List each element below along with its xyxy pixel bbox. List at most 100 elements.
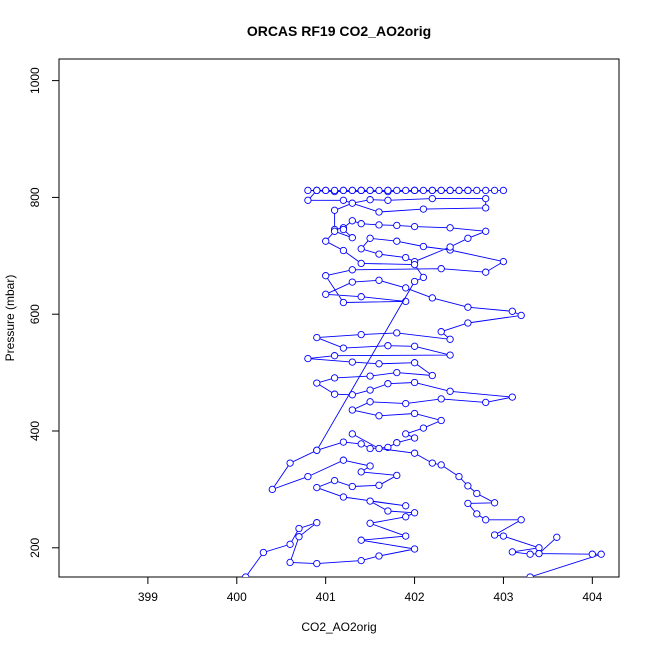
data-point [313, 186, 321, 195]
data-point [402, 284, 410, 292]
data-point [366, 196, 374, 204]
data-point [357, 468, 365, 476]
x-axis: 399 400 401 402 403 404 [138, 577, 603, 604]
plot-frame [58, 58, 620, 578]
data-point [348, 266, 356, 274]
data-point [366, 186, 374, 195]
data-point [322, 237, 330, 245]
data-point [339, 225, 348, 234]
data-point [384, 196, 392, 204]
data-point [286, 558, 294, 567]
data-point [464, 303, 472, 311]
y-tick-label: 600 [28, 304, 42, 324]
data-point [482, 186, 490, 195]
data-point [384, 380, 392, 388]
data-point [393, 186, 401, 195]
data-point [473, 186, 481, 195]
data-point [402, 399, 410, 408]
data-point [410, 260, 419, 269]
data-point [490, 499, 499, 507]
data-point [473, 489, 481, 498]
data-point [464, 234, 472, 242]
data-point [446, 186, 454, 195]
data-point [357, 293, 365, 301]
y-tick-label: 1000 [28, 67, 42, 94]
data-point [304, 354, 312, 363]
data-point [428, 194, 436, 203]
data-point [446, 387, 454, 395]
data-point [313, 519, 321, 527]
data-point [348, 186, 356, 195]
plot-area [242, 186, 605, 577]
chart-title: ORCAS RF19 CO2_AO2orig [247, 23, 431, 39]
data-point [419, 186, 428, 195]
x-tick-label: 402 [405, 590, 425, 604]
data-point [437, 461, 445, 469]
data-point [375, 276, 383, 284]
data-point [482, 398, 490, 407]
data-point [348, 406, 356, 414]
data-point [437, 395, 445, 403]
data-point [304, 472, 312, 481]
data-point [482, 204, 490, 212]
data-point [402, 532, 410, 540]
data-point [419, 273, 428, 282]
data-point [410, 186, 419, 195]
data-point [366, 519, 374, 527]
data-point [499, 186, 508, 195]
data-point [446, 351, 454, 359]
data-point [402, 513, 410, 521]
data-point [357, 245, 365, 253]
data-point [330, 390, 339, 398]
data-point [330, 227, 339, 235]
data-point [366, 386, 374, 394]
data-point [508, 548, 516, 556]
data-point [410, 342, 419, 350]
data-point [526, 550, 534, 558]
data-point [437, 416, 445, 425]
data-point [384, 186, 392, 195]
data-point [304, 196, 312, 204]
data-point [348, 358, 356, 366]
data-point [348, 217, 356, 225]
data-point [313, 483, 321, 492]
data-point [402, 253, 410, 262]
data-point [375, 360, 383, 368]
data-point [428, 371, 436, 380]
data-point [410, 545, 419, 553]
series-line [316, 229, 425, 451]
data-point [428, 294, 436, 302]
data-point [410, 359, 419, 367]
data-point [410, 434, 419, 442]
data-point [366, 497, 374, 505]
data-point [339, 344, 348, 352]
data-point [348, 430, 356, 438]
data-point [330, 352, 339, 360]
data-point [490, 186, 499, 195]
data-point [375, 221, 383, 229]
y-tick-label: 400 [28, 421, 42, 441]
data-point [242, 573, 250, 577]
data-point [330, 186, 339, 195]
data-point [508, 307, 516, 315]
x-tick-label: 401 [316, 590, 336, 604]
data-point [490, 531, 499, 539]
data-point [393, 329, 401, 337]
y-axis: 200 400 600 800 1000 [28, 67, 59, 558]
data-point [455, 472, 463, 481]
data-point [499, 257, 508, 266]
data-point [322, 290, 330, 298]
data-point [357, 330, 365, 339]
data-point [384, 342, 392, 350]
data-point [464, 482, 472, 490]
data-point [375, 552, 383, 560]
data-point [366, 444, 374, 453]
data-point [304, 186, 312, 195]
data-point [295, 524, 303, 533]
data-point [410, 222, 419, 231]
data-point [357, 556, 365, 565]
data-point [437, 328, 445, 336]
data-point [410, 509, 419, 517]
data-point [268, 485, 276, 494]
